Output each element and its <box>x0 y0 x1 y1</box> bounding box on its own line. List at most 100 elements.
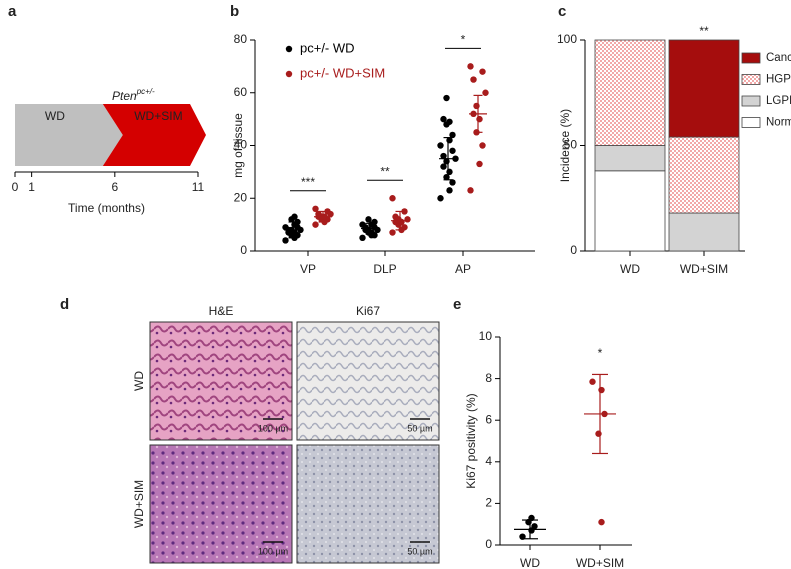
data-point <box>598 518 605 526</box>
data-point <box>467 63 474 70</box>
y-axis-label: Incidence (%) <box>558 109 572 182</box>
y-axis-label: mg of tissue <box>231 113 245 178</box>
x-tick-label: WD <box>620 262 640 276</box>
data-point <box>531 523 538 530</box>
x-axis-label: Time (months) <box>68 201 145 215</box>
bar-segment <box>668 39 740 138</box>
legend-label: Cancer <box>766 52 791 64</box>
data-point <box>401 224 408 231</box>
data-point <box>359 234 366 242</box>
x-tick-label: 11 <box>192 180 205 194</box>
scale-bar-label: 100 µm <box>258 546 288 556</box>
y-tick-label: 60 <box>234 85 248 99</box>
data-point <box>476 115 483 123</box>
data-point <box>595 430 602 437</box>
scale-bar-label: 50 µm <box>407 423 432 433</box>
legend-swatch <box>741 117 761 128</box>
data-point <box>449 179 456 186</box>
bar-segment <box>594 39 666 146</box>
data-point <box>312 205 319 212</box>
legend-label: LGPIN <box>766 95 791 107</box>
y-tick-label: 0 <box>570 243 577 257</box>
row-label: WD+SIM <box>132 480 146 528</box>
data-point <box>389 229 396 236</box>
y-tick-label: 40 <box>234 138 248 152</box>
bar-segment <box>594 170 666 252</box>
data-point <box>440 163 447 170</box>
x-tick-label: 1 <box>28 180 35 194</box>
title-text: Pten <box>112 89 137 103</box>
significance-label: * <box>598 346 603 360</box>
legend-swatch <box>741 95 761 107</box>
data-point <box>449 131 456 139</box>
micrograph-ki67-wd <box>296 321 440 441</box>
data-point <box>312 221 319 228</box>
y-tick-label: 4 <box>485 454 492 468</box>
micrograph-he-wdsim <box>149 444 293 564</box>
data-point <box>446 187 453 194</box>
legend-label: Normal <box>766 117 791 129</box>
x-tick-label: AP <box>455 262 471 276</box>
data-point <box>291 213 298 220</box>
y-tick-label: 2 <box>485 496 492 510</box>
row-label: WD <box>132 371 146 391</box>
y-tick-label: 80 <box>234 32 248 46</box>
phase-label: WD <box>45 109 65 123</box>
data-point <box>437 142 444 149</box>
title-superscript: pc+/- <box>136 87 155 96</box>
data-point <box>315 210 322 218</box>
bar-segment <box>668 212 740 252</box>
x-tick-label: VP <box>300 262 316 276</box>
legend-marker <box>285 70 293 78</box>
x-tick-label: DLP <box>373 262 396 276</box>
panel-label: a <box>8 3 17 20</box>
micrographs <box>149 321 440 564</box>
phase-label: WD+SIM <box>134 109 182 123</box>
data-point <box>282 224 289 231</box>
timeline-title: Ptenpc+/- <box>112 87 155 103</box>
column-label: Ki67 <box>356 304 380 318</box>
scale-bar-label: 50 µm <box>407 546 432 556</box>
panel-label: b <box>230 3 239 20</box>
x-tick-label: WD+SIM <box>680 262 728 276</box>
y-tick-label: 100 <box>557 32 577 46</box>
x-tick-label: 6 <box>111 180 118 194</box>
data-point <box>371 218 378 226</box>
y-tick-label: 0 <box>240 243 247 257</box>
data-point <box>446 118 453 125</box>
phase-arrow <box>102 104 206 166</box>
data-point <box>404 216 411 223</box>
data-point <box>470 76 477 83</box>
legend-label: pc+/- WD+SIM <box>300 65 385 80</box>
data-point <box>473 102 480 110</box>
bar-segment <box>594 145 666 172</box>
panel-label: c <box>558 3 566 20</box>
data-point <box>467 187 474 194</box>
y-tick-label: 20 <box>234 190 248 204</box>
y-tick-label: 8 <box>485 371 492 385</box>
data-point <box>392 213 399 220</box>
y-tick-label: 6 <box>485 412 492 426</box>
y-tick-label: 0 <box>485 537 492 551</box>
data-point <box>443 94 450 102</box>
micrograph-he-wd <box>149 321 293 441</box>
data-point <box>598 386 605 394</box>
data-point <box>282 237 289 244</box>
legend-label: pc+/- WD <box>300 40 355 55</box>
data-point <box>476 160 483 168</box>
data-point <box>589 378 596 385</box>
x-tick-label: WD <box>520 556 540 569</box>
data-point <box>482 89 489 96</box>
y-axis-label: Ki67 positivity (%) <box>464 393 478 488</box>
panel-label: d <box>60 296 69 313</box>
panel-label: e <box>453 296 461 313</box>
legend-label: HGPIN <box>766 74 791 86</box>
data-point <box>440 152 447 160</box>
data-point <box>365 216 372 223</box>
micrograph-ki67-wdsim <box>296 444 440 564</box>
significance-label: *** <box>301 175 315 189</box>
significance-label: ** <box>699 24 709 38</box>
phase-arrow <box>15 104 123 166</box>
